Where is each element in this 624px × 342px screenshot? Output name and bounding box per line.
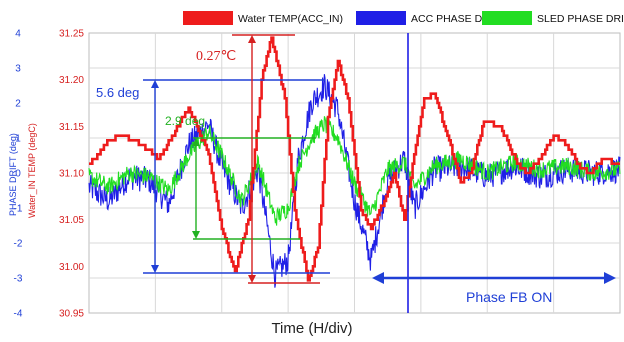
annotation-blue-span: 5.6 deg (96, 85, 139, 100)
arrowhead-red-down (248, 275, 256, 283)
arrowhead-blue-up (151, 80, 159, 88)
y-tick-label-left: 4 (15, 29, 21, 40)
legend-label-sled-phase: SLED PHASE DRIFT (537, 13, 624, 25)
annotation-phase-fb-on: Phase FB ON (466, 289, 552, 305)
y-tick-label-right: 31.15 (59, 122, 84, 133)
legend-label-water-temp: Water TEMP(ACC_IN) (238, 13, 343, 25)
arrowhead-green-down (192, 231, 200, 239)
tick-layer: 4 3 2 1 0 -1 -2 -3 -4 31.25 31.20 31.15 31.10 31.05 31… (14, 29, 85, 320)
arrowhead-feedback-right (604, 272, 616, 284)
annotation-layer (143, 34, 616, 284)
arrowhead-blue-down (151, 265, 159, 273)
y-tick-label-left: 2 (15, 99, 21, 110)
y-axis-label-left: PHASE DRIFT (deg) (8, 133, 18, 216)
y-axis-label-right: Water_IN TEMP (degC) (27, 123, 37, 218)
y-tick-label-right: 31.10 (59, 169, 84, 180)
y-tick-label-left: -4 (14, 309, 23, 320)
annotation-red-span: 0.27℃ (196, 49, 236, 64)
y-tick-label-left: -3 (14, 274, 23, 285)
annotation-green-span: 2.9 deg (165, 114, 205, 128)
y-tick-label-left: -1 (14, 204, 23, 215)
y-tick-label-right: 31.00 (59, 262, 84, 273)
series-layer (88, 33, 621, 313)
y-tick-label-right: 31.20 (59, 75, 84, 86)
y-tick-label-left: 1 (15, 134, 21, 145)
y-tick-label-left: 0 (15, 169, 21, 180)
x-axis-label: Time (H/div) (271, 320, 352, 337)
series-line-water-temp (89, 36, 620, 282)
y-tick-label-right: 31.05 (59, 215, 84, 226)
y-tick-label-right: 30.95 (59, 309, 84, 320)
series-line-sled-phase-drift (88, 116, 621, 226)
y-tick-label-right: 31.25 (59, 29, 84, 40)
legend: Water TEMP(ACC_IN) ACC PHASE DRIFT SLED … (183, 11, 624, 25)
y-tick-label-left: 3 (15, 64, 21, 75)
arrowhead-red-up (248, 35, 256, 43)
arrowhead-green-up (192, 138, 200, 146)
arrowhead-feedback-left (372, 272, 384, 284)
legend-swatch-water-temp (183, 11, 233, 25)
legend-swatch-acc-phase (356, 11, 406, 25)
legend-swatch-sled-phase (482, 11, 532, 25)
y-tick-label-left: -2 (14, 239, 23, 250)
